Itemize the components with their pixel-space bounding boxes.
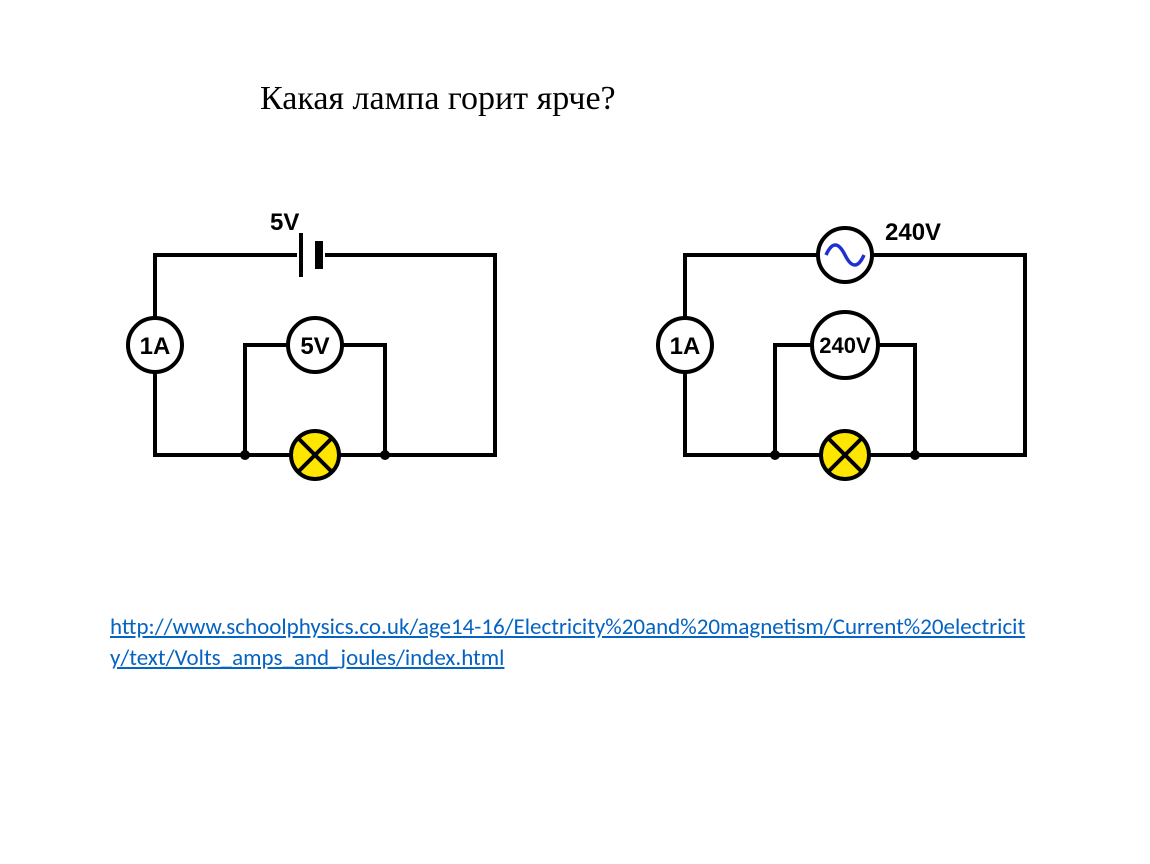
ammeter-label: 1A [140, 333, 171, 360]
page-title: Какая лампа горит ярче? [260, 80, 616, 118]
source-link[interactable]: http://www.schoolphysics.co.uk/age14-16/… [110, 613, 1025, 672]
ammeter-icon: 1A [128, 318, 182, 372]
voltmeter-label: 5V [300, 333, 329, 360]
ac-source-icon [818, 228, 872, 282]
source-label: 240V [885, 219, 941, 246]
source-link-container: http://www.schoolphysics.co.uk/age14-16/… [110, 612, 1030, 674]
ammeter-label: 1A [670, 333, 701, 360]
circuit-right: 1A 240V 240V [625, 200, 1055, 500]
lamp-icon [291, 431, 339, 479]
source-label: 5V [270, 209, 299, 236]
ammeter-icon: 1A [658, 318, 712, 372]
voltmeter-label: 240V [819, 333, 871, 358]
circuit-left: 1A 5V 5V [95, 200, 525, 500]
lamp-icon [821, 431, 869, 479]
voltmeter-icon: 5V [288, 318, 342, 372]
circuit-area: 1A 5V 5V [95, 200, 1065, 500]
voltmeter-icon: 240V [812, 312, 878, 378]
